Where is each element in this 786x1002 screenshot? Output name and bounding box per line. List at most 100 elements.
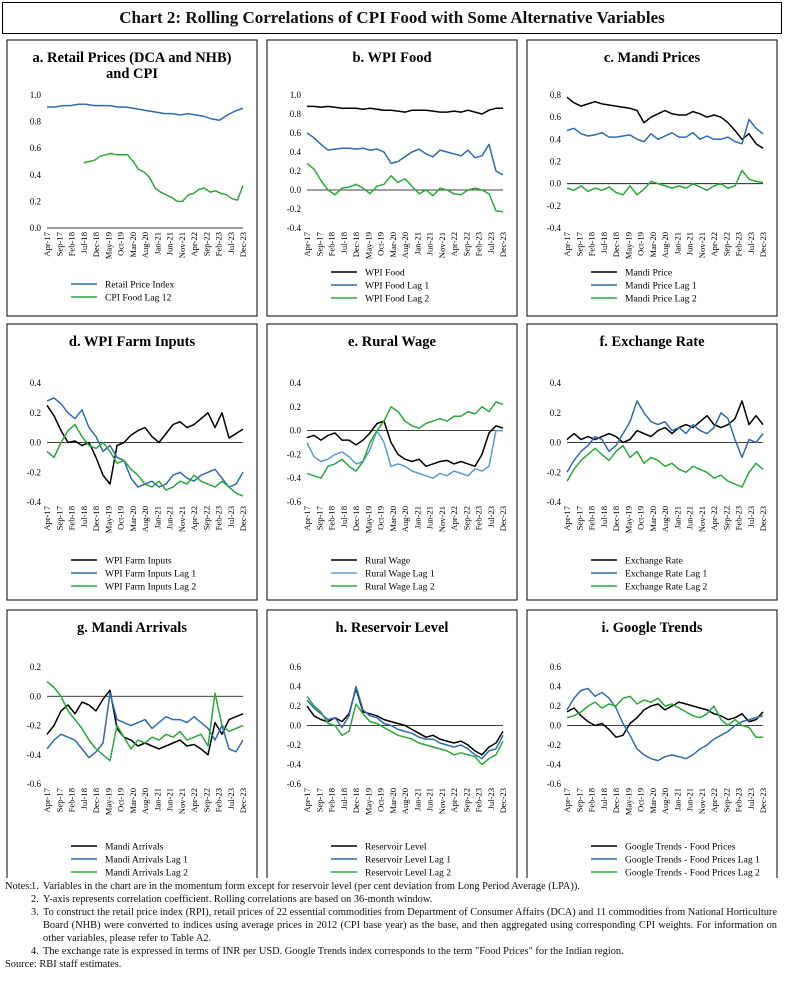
panel-border — [6, 609, 258, 878]
x-tick-label: Jul-23 — [746, 232, 756, 253]
notes-label: Notes: — [5, 881, 33, 892]
x-tick-label: Sep-22 — [721, 788, 731, 812]
x-tick-label: Sep-22 — [461, 506, 471, 530]
x-tick-label: Apr-17 — [42, 231, 52, 256]
y-tick-label: 0.0 — [290, 426, 302, 436]
x-tick-label: Apr-22 — [189, 788, 199, 813]
x-tick-label: Dec-23 — [758, 788, 768, 813]
panel-border — [526, 39, 778, 317]
y-tick-label: 0.6 — [30, 143, 42, 153]
y-tick-label: 1.0 — [30, 90, 42, 100]
y-tick-label: -0.2 — [547, 201, 561, 211]
panel-title: e. Rural Wage — [348, 334, 436, 350]
x-tick-label: Jun-21 — [685, 232, 695, 255]
x-tick-label: Feb-23 — [734, 788, 744, 812]
x-tick-label: Feb-18 — [587, 232, 597, 256]
legend-label: Mandi Price — [625, 268, 672, 279]
x-tick-label: Apr-17 — [562, 505, 572, 530]
series-line — [566, 444, 764, 488]
y-tick-label: -0.4 — [287, 223, 302, 233]
x-tick-label: Jul-18 — [599, 788, 609, 809]
note-text: Y-axis represents correlation coefficien… — [43, 894, 433, 905]
legend-label: Reservoir Level Lag 2 — [365, 868, 451, 879]
x-tick-label: Jan-21 — [672, 506, 682, 529]
x-tick-label: Nov-21 — [437, 788, 447, 814]
x-tick-label: Apr-17 — [562, 787, 572, 812]
x-tick-label: Feb-23 — [214, 788, 224, 812]
legend-label: Google Trends - Food Prices — [625, 842, 736, 853]
panel-border — [526, 323, 778, 601]
chart-panel: e. Rural Wage -0.6 -0.4 -0.2 0.0 0.2 0.4 Apr-17… — [266, 323, 518, 601]
y-tick-label: 0.0 — [30, 223, 42, 233]
series-line — [306, 162, 504, 213]
x-tick-label: Aug-20 — [140, 232, 150, 258]
x-tick-label: Dec-23 — [238, 506, 248, 531]
y-tick-label: 0.4 — [550, 378, 562, 388]
panel-border — [266, 323, 518, 601]
x-tick-label: Sep-22 — [201, 506, 211, 530]
legend-label: WPI Food Lag 1 — [365, 281, 429, 292]
legend-label: WPI Food — [365, 268, 405, 279]
notes: Notes: 1. Variables in the chart are in … — [5, 880, 777, 971]
x-tick-label: Apr-17 — [42, 787, 52, 812]
y-tick-label: 0.8 — [550, 90, 562, 100]
x-tick-label: Jul-18 — [339, 788, 349, 809]
x-tick-label: Nov-21 — [697, 506, 707, 532]
x-tick-label: Apr-17 — [302, 787, 312, 812]
x-tick-label: Jul-23 — [486, 506, 496, 527]
x-tick-label: Aug-20 — [400, 232, 410, 258]
y-tick-label: 0.6 — [290, 662, 302, 672]
x-tick-label: Jul-23 — [746, 788, 756, 809]
panel-border — [526, 609, 778, 878]
legend-label: Rural Wage Lag 1 — [365, 569, 435, 580]
legend-label: Google Trends - Food Prices Lag 2 — [625, 868, 760, 879]
y-tick-label: 0.6 — [550, 662, 562, 672]
legend-label: Mandi Arrivals Lag 1 — [105, 855, 188, 866]
x-tick-label: Dec-23 — [498, 506, 508, 531]
x-tick-label: Feb-23 — [474, 232, 484, 256]
x-tick-label: Jul-18 — [79, 788, 89, 809]
y-tick-label: 0.8 — [30, 117, 42, 127]
x-tick-label: Jan-21 — [152, 788, 162, 811]
y-tick-label: -0.4 — [27, 497, 42, 507]
chart-panel: b. WPI Food -0.4 -0.2 0.0 0.2 0.4 0.6 0.8 1.0 Apr… — [266, 39, 518, 317]
y-tick-label: -0.2 — [27, 467, 41, 477]
series-line — [566, 400, 764, 473]
x-tick-label: Jun-21 — [425, 506, 435, 529]
series-line — [306, 401, 504, 479]
y-tick-label: -0.6 — [27, 779, 42, 789]
x-tick-label: Mar-20 — [648, 788, 658, 814]
x-tick-label: Mar-20 — [388, 232, 398, 258]
x-tick-label: Jun-21 — [685, 788, 695, 811]
y-tick-label: -0.4 — [547, 497, 562, 507]
note-4: 4. The exchange rate is expressed in ter… — [5, 945, 777, 958]
y-tick-label: 0.8 — [290, 109, 302, 119]
y-tick-label: 0.0 — [550, 179, 562, 189]
series-line — [307, 105, 503, 115]
x-tick-label: Mar-20 — [128, 788, 138, 814]
source-line: Source: RBI staff estimates. — [5, 958, 777, 971]
x-tick-label: Sep-17 — [574, 505, 584, 530]
series-line — [46, 423, 244, 497]
x-tick-label: May-19 — [363, 506, 373, 533]
series-line — [47, 103, 244, 122]
x-tick-label: Sep-22 — [461, 788, 471, 812]
x-tick-label: Dec-23 — [238, 788, 248, 813]
y-tick-label: 0.2 — [550, 157, 561, 167]
x-tick-label: Nov-21 — [177, 788, 187, 814]
y-tick-label: 0.6 — [550, 112, 562, 122]
series-line — [306, 429, 503, 479]
x-tick-label: Apr-17 — [42, 505, 52, 530]
x-tick-label: Jul-18 — [599, 232, 609, 253]
note-1: Notes: 1. Variables in the chart are in … — [5, 880, 777, 893]
x-tick-label: Mar-20 — [128, 506, 138, 532]
x-tick-label: Jul-23 — [486, 788, 496, 809]
x-tick-label: Sep-17 — [314, 505, 324, 530]
x-tick-label: Sep-17 — [54, 787, 64, 812]
x-tick-label: Nov-21 — [177, 232, 187, 258]
y-tick-label: -0.2 — [27, 721, 41, 731]
legend-label: Reservoir Level — [365, 842, 427, 853]
x-tick-label: Apr-17 — [562, 231, 572, 256]
legend-label: Exchange Rate — [625, 556, 683, 567]
y-tick-label: -0.6 — [287, 779, 302, 789]
